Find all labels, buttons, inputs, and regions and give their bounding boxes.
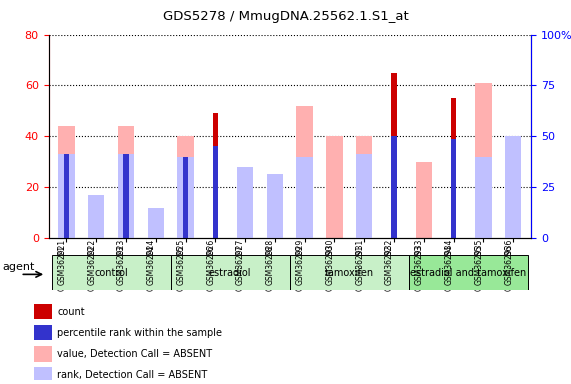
Bar [34, 346, 52, 362]
Text: GSM362922: GSM362922 [87, 245, 96, 291]
Text: GSM362932: GSM362932 [385, 245, 394, 291]
Bar [237, 167, 254, 238]
Bar [451, 139, 456, 238]
Bar [34, 367, 52, 383]
Text: GSM362931: GSM362931 [355, 239, 364, 285]
Bar [290, 255, 409, 290]
Text: control: control [94, 268, 128, 278]
Bar [147, 207, 164, 238]
Text: GSM362935: GSM362935 [475, 245, 484, 291]
Bar [64, 154, 69, 238]
Bar [267, 174, 283, 238]
Text: GSM362933: GSM362933 [415, 245, 424, 291]
Bar [118, 154, 134, 238]
Bar [147, 213, 164, 238]
Bar [34, 304, 52, 319]
Text: GSM362932: GSM362932 [385, 239, 394, 285]
Text: GDS5278 / MmugDNA.25562.1.S1_at: GDS5278 / MmugDNA.25562.1.S1_at [163, 10, 408, 23]
Text: count: count [58, 307, 85, 317]
Bar [237, 167, 254, 238]
Bar [409, 255, 528, 290]
Text: GSM362924: GSM362924 [147, 239, 156, 285]
Bar [416, 162, 432, 238]
Bar [171, 255, 290, 290]
Text: rank, Detection Call = ABSENT: rank, Detection Call = ABSENT [58, 370, 208, 380]
Text: GSM362927: GSM362927 [236, 245, 245, 291]
Bar [88, 210, 104, 238]
Bar [296, 157, 313, 238]
Bar [475, 83, 492, 238]
Text: agent: agent [2, 262, 35, 273]
Text: GSM362928: GSM362928 [266, 245, 275, 291]
Text: GSM362925: GSM362925 [176, 239, 186, 285]
Text: GSM362936: GSM362936 [504, 245, 513, 291]
Text: GSM362921: GSM362921 [58, 245, 66, 291]
Bar [451, 98, 456, 238]
Text: GSM362926: GSM362926 [206, 245, 215, 291]
Bar [123, 154, 128, 238]
Text: GSM362935: GSM362935 [475, 239, 484, 285]
Text: GSM362927: GSM362927 [236, 239, 245, 285]
Bar [475, 157, 492, 238]
Text: GSM362926: GSM362926 [206, 239, 215, 285]
Bar [296, 106, 313, 238]
Bar [356, 154, 372, 238]
Bar [391, 136, 397, 238]
Text: tamoxifen: tamoxifen [325, 268, 374, 278]
Bar [178, 136, 194, 238]
Text: percentile rank within the sample: percentile rank within the sample [58, 328, 223, 338]
Text: GSM362934: GSM362934 [445, 245, 453, 291]
Bar [178, 157, 194, 238]
Text: GSM362931: GSM362931 [355, 245, 364, 291]
Text: estradiol and tamoxifen: estradiol and tamoxifen [411, 268, 526, 278]
Bar [51, 255, 171, 290]
Text: GSM362930: GSM362930 [325, 239, 335, 285]
Text: GSM362922: GSM362922 [87, 239, 96, 285]
Bar [118, 126, 134, 238]
Bar [391, 73, 397, 238]
Bar [58, 126, 75, 238]
Bar [58, 154, 75, 238]
Bar [505, 136, 521, 238]
Bar [267, 174, 283, 238]
Text: GSM362929: GSM362929 [296, 245, 305, 291]
Text: GSM362929: GSM362929 [296, 239, 305, 285]
Text: GSM362924: GSM362924 [147, 245, 156, 291]
Text: GSM362923: GSM362923 [117, 245, 126, 291]
Bar [326, 136, 343, 238]
Bar [212, 147, 218, 238]
Bar [356, 136, 372, 238]
Text: GSM362930: GSM362930 [325, 245, 335, 291]
Text: GSM362928: GSM362928 [266, 239, 275, 285]
Text: estradiol: estradiol [209, 268, 251, 278]
Text: GSM362921: GSM362921 [58, 239, 66, 285]
Text: GSM362925: GSM362925 [176, 245, 186, 291]
Text: GSM362923: GSM362923 [117, 239, 126, 285]
Text: GSM362933: GSM362933 [415, 239, 424, 285]
Bar [34, 325, 52, 341]
Bar [505, 136, 521, 238]
Bar [183, 157, 188, 238]
Bar [88, 195, 104, 238]
Bar [212, 113, 218, 238]
Text: GSM362936: GSM362936 [504, 239, 513, 285]
Text: GSM362934: GSM362934 [445, 239, 453, 285]
Text: value, Detection Call = ABSENT: value, Detection Call = ABSENT [58, 349, 212, 359]
